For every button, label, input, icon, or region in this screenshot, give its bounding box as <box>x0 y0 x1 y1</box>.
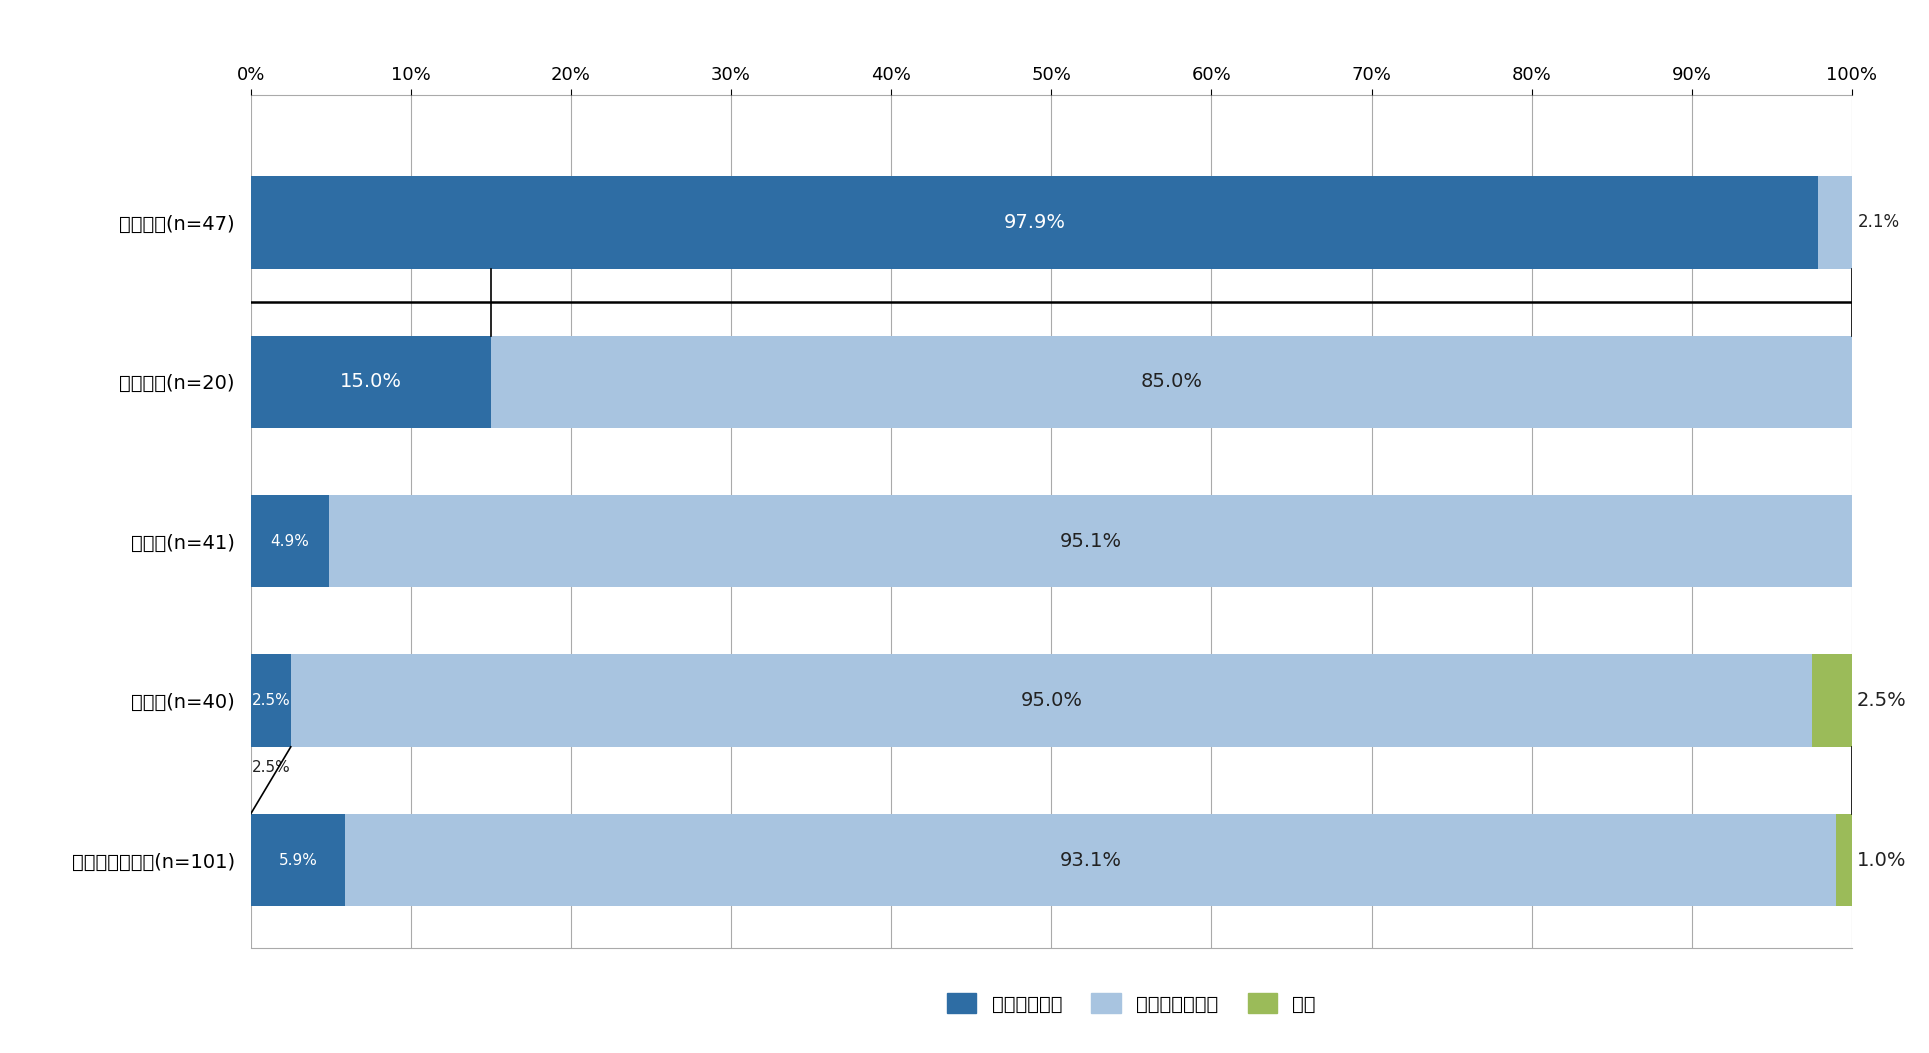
Bar <box>345 814 1836 907</box>
Text: 95.1%: 95.1% <box>1059 532 1121 551</box>
Text: 95.0%: 95.0% <box>1020 691 1082 710</box>
Bar <box>291 654 1811 747</box>
Text: 1.0%: 1.0% <box>1856 851 1906 870</box>
Bar <box>251 176 1819 269</box>
Bar <box>251 336 490 428</box>
Text: 2.5%: 2.5% <box>251 693 289 708</box>
Text: 2.5%: 2.5% <box>1856 691 1906 710</box>
Text: 2.5%: 2.5% <box>251 759 289 775</box>
Text: 93.1%: 93.1% <box>1059 851 1121 870</box>
Bar <box>1819 176 1852 269</box>
Bar <box>1836 814 1852 907</box>
Bar <box>251 654 291 747</box>
Text: 2.1%: 2.1% <box>1858 214 1900 232</box>
Bar <box>251 495 330 588</box>
Text: 85.0%: 85.0% <box>1140 373 1202 392</box>
Bar <box>490 336 1852 428</box>
Text: 4.9%: 4.9% <box>270 534 309 549</box>
Bar <box>251 814 345 907</box>
Bar <box>330 495 1852 588</box>
Text: 15.0%: 15.0% <box>340 373 401 392</box>
Text: 97.9%: 97.9% <box>1003 213 1065 232</box>
Bar <box>1811 654 1852 747</box>
Text: 5.9%: 5.9% <box>278 853 318 868</box>
Legend: 委嘱している, 委嘱していない, 不明: 委嘱している, 委嘱していない, 不明 <box>937 984 1325 1024</box>
